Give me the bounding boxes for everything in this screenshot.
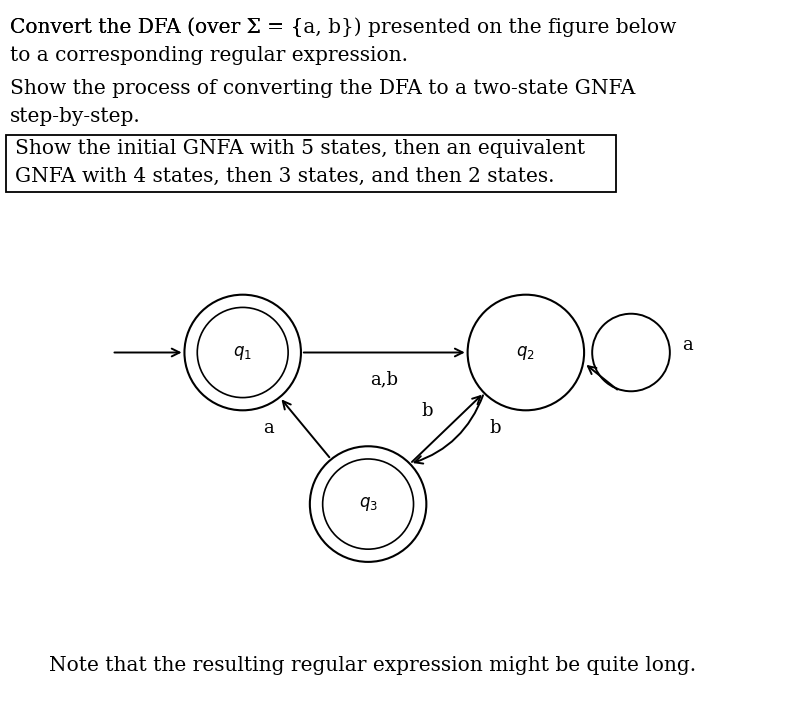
Ellipse shape <box>468 295 584 410</box>
Text: a: a <box>682 336 693 355</box>
Text: Convert the DFA (over Σ = {: Convert the DFA (over Σ = { <box>10 18 303 37</box>
FancyArrowPatch shape <box>412 396 481 462</box>
FancyArrowPatch shape <box>588 366 617 390</box>
Ellipse shape <box>184 295 301 410</box>
FancyArrowPatch shape <box>114 348 180 357</box>
Text: $q_3$: $q_3$ <box>358 495 378 513</box>
Text: Show the initial GNFA with 5 states, then an equivalent: Show the initial GNFA with 5 states, the… <box>15 139 585 158</box>
Text: Note that the resulting regular expression might be quite long.: Note that the resulting regular expressi… <box>49 656 696 675</box>
Text: $q_2$: $q_2$ <box>516 343 536 362</box>
FancyArrowPatch shape <box>415 396 483 464</box>
Text: a: a <box>264 419 274 437</box>
Text: b: b <box>489 419 502 437</box>
Text: Show the process of converting the DFA to a two-state GNFA: Show the process of converting the DFA t… <box>10 79 635 98</box>
Text: b: b <box>421 402 433 419</box>
Text: GNFA with 4 states, then 3 states, and then 2 states.: GNFA with 4 states, then 3 states, and t… <box>15 167 554 186</box>
Ellipse shape <box>310 446 426 562</box>
Text: step-by-step.: step-by-step. <box>10 107 141 126</box>
Text: $q_1$: $q_1$ <box>233 343 252 362</box>
Text: to a corresponding regular expression.: to a corresponding regular expression. <box>10 46 408 65</box>
Text: a,b: a,b <box>371 370 398 388</box>
Text: Convert the DFA (over Σ = {a, b}) presented on the figure below: Convert the DFA (over Σ = {a, b}) presen… <box>10 18 676 37</box>
FancyArrowPatch shape <box>303 348 463 357</box>
Bar <box>6 135 616 192</box>
FancyArrowPatch shape <box>283 401 329 458</box>
